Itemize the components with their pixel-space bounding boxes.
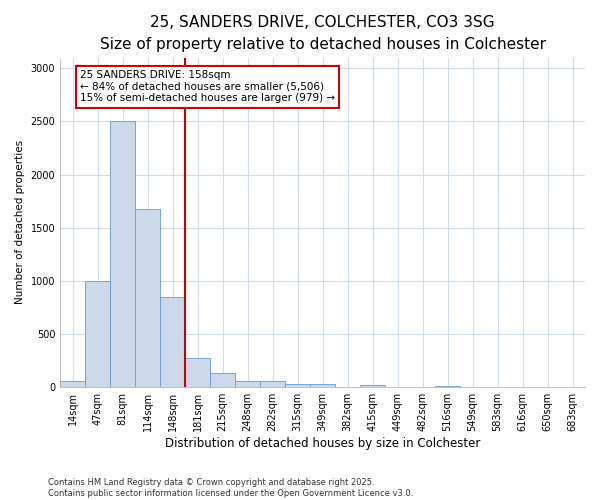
Text: Contains HM Land Registry data © Crown copyright and database right 2025.
Contai: Contains HM Land Registry data © Crown c… bbox=[48, 478, 413, 498]
Bar bbox=[160, 297, 185, 387]
Bar bbox=[310, 384, 335, 387]
Y-axis label: Number of detached properties: Number of detached properties bbox=[15, 140, 25, 304]
Bar bbox=[260, 381, 285, 387]
Bar bbox=[85, 281, 110, 387]
Bar bbox=[135, 208, 160, 387]
Bar bbox=[110, 122, 135, 387]
X-axis label: Distribution of detached houses by size in Colchester: Distribution of detached houses by size … bbox=[165, 437, 480, 450]
Bar bbox=[235, 381, 260, 387]
Bar bbox=[435, 386, 460, 387]
Bar bbox=[60, 381, 85, 387]
Text: 25 SANDERS DRIVE: 158sqm
← 84% of detached houses are smaller (5,506)
15% of sem: 25 SANDERS DRIVE: 158sqm ← 84% of detach… bbox=[80, 70, 335, 104]
Bar bbox=[360, 385, 385, 387]
Bar bbox=[285, 384, 310, 387]
Bar bbox=[185, 358, 210, 387]
Title: 25, SANDERS DRIVE, COLCHESTER, CO3 3SG
Size of property relative to detached hou: 25, SANDERS DRIVE, COLCHESTER, CO3 3SG S… bbox=[100, 15, 545, 52]
Bar bbox=[210, 374, 235, 387]
